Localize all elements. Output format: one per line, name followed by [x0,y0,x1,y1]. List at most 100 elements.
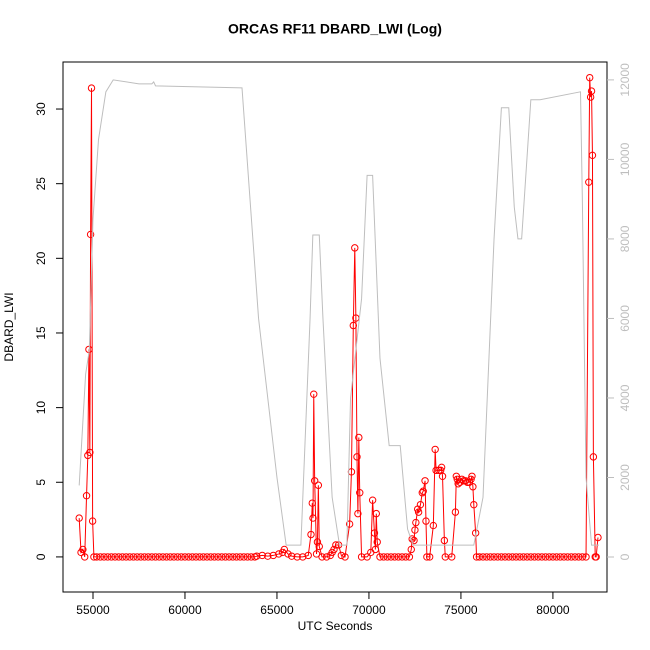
data-point [405,553,414,561]
data-point [86,448,94,457]
data-point [318,553,326,561]
data-point [313,538,322,546]
y-tick-label: 10 [34,401,48,415]
data-point [309,514,317,522]
data-point [253,552,261,560]
data-point [304,551,312,560]
data-point [383,553,392,561]
data-point [221,553,230,561]
data-point [508,553,517,561]
data-point [534,553,542,561]
data-point [440,536,449,545]
data-point [425,553,434,561]
data-point [407,545,415,554]
data-point [486,553,495,561]
data-point [100,553,108,561]
data-point [422,517,430,525]
data-point [79,545,87,554]
data-point [133,553,141,561]
x-tick-label: 70000 [352,603,386,617]
x-axis-label: UTC Seconds [298,619,373,633]
data-point [563,553,572,561]
data-point [129,553,138,561]
data-point [461,477,470,485]
data-point [423,553,431,561]
data-point [545,553,553,561]
data-point [402,553,410,561]
chart-title: ORCAS RF11 DBARD_LWI (Log) [228,21,442,37]
x-tick-label: 60000 [168,603,202,617]
y-tick-label: 20 [34,251,48,265]
data-point [236,553,244,561]
data-point [368,496,377,504]
data-point [468,472,476,480]
data-point [312,550,321,558]
data-point [411,526,419,534]
data-point [314,481,323,489]
plot-box [62,61,608,593]
data-point [414,508,423,516]
data-point [232,553,241,561]
data-point [88,517,97,525]
data-point [307,530,315,539]
data-point [353,453,361,461]
data-point [122,553,130,561]
data-point [373,538,381,546]
data-point [214,553,222,561]
data-point [355,433,363,442]
data-point [419,487,427,495]
data-point [454,480,462,488]
data-point [111,553,119,561]
data-point [467,475,475,483]
data-point [151,553,160,561]
data-point [275,550,283,558]
y2-tick-label: 10000 [618,142,632,176]
data-point [412,518,420,527]
data-point [549,553,557,561]
data-point [560,553,568,561]
data-point [448,553,456,561]
data-point [530,553,539,561]
data-point [469,483,477,491]
y2-tick-label: 6000 [618,305,632,332]
data-point [523,553,531,561]
data-point [432,466,440,475]
data-point [429,521,438,530]
data-point [437,463,446,472]
data-point [87,84,96,92]
data-point [541,553,550,561]
data-point [207,553,215,561]
data-point [192,553,200,561]
data-point [86,230,95,239]
data-point [589,453,598,461]
data-point [490,553,498,561]
data-point [166,553,174,561]
data-point [592,553,600,561]
y2-tick-label: 0 [618,553,632,560]
data-point [240,553,248,561]
data-point [349,321,358,330]
data-point [571,553,579,561]
data-point [567,553,576,561]
data-point [126,553,134,561]
data-point [390,553,399,561]
data-point [497,553,506,561]
data-point [299,553,307,561]
data-point [293,553,301,561]
data-point [96,553,105,561]
data-point [315,542,323,551]
data-point [280,545,289,554]
data-point [144,553,152,561]
data-point [181,553,189,561]
data-point [322,553,331,561]
data-point [310,390,318,398]
data-point [578,553,587,561]
data-point [387,553,395,561]
data-point [376,553,384,561]
data-point [438,472,447,480]
data-point [337,551,346,560]
data-point [269,551,277,560]
data-point [574,553,583,561]
data-point [173,553,182,561]
data-point [587,87,596,95]
